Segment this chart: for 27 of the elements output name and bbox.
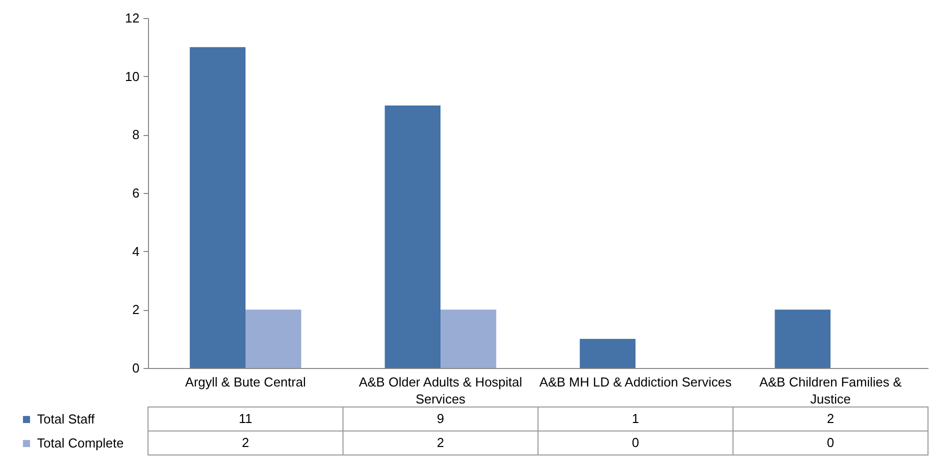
bar <box>440 310 496 368</box>
data-label: 11 <box>238 411 252 426</box>
data-label: 0 <box>826 435 834 450</box>
x-tick-label: Argyll & Bute Central <box>185 374 306 390</box>
data-label: 2 <box>436 435 444 450</box>
data-label: 1 <box>632 411 640 426</box>
data-label: 9 <box>436 411 444 426</box>
y-tick-label: 8 <box>132 127 140 142</box>
bar <box>774 310 830 368</box>
y-tick-label: 12 <box>125 10 140 26</box>
legend-label: Total Staff <box>37 412 95 426</box>
data-label: 2 <box>826 411 834 426</box>
data-label: 0 <box>632 435 640 450</box>
y-tick-label: 2 <box>132 302 140 318</box>
legend-label: Total Complete <box>37 436 124 450</box>
bar <box>384 106 440 368</box>
bar <box>580 338 636 368</box>
x-tick-label: A&B MH LD & Addiction Services <box>539 374 732 390</box>
y-tick-label: 6 <box>132 186 140 200</box>
bar <box>190 47 246 368</box>
data-label: 2 <box>242 435 250 450</box>
y-tick-label: 10 <box>125 68 140 84</box>
y-tick-label: 4 <box>132 244 140 259</box>
x-tick-label: A&B Children Families & Justice <box>759 374 902 406</box>
bar <box>246 310 302 368</box>
y-tick-label: 0 <box>132 360 140 376</box>
x-tick-label: A&B Older Adults & Hospital Services <box>358 374 522 406</box>
